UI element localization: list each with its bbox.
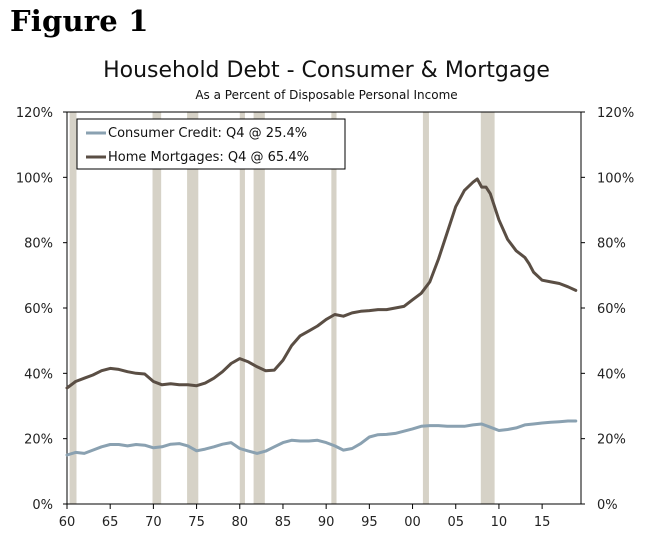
y-tick-label-right: 120% xyxy=(597,106,634,121)
x-tick-label: 00 xyxy=(404,515,421,530)
legend-label-consumer: Consumer Credit: Q4 @ 25.4% xyxy=(108,126,307,141)
chart-subtitle: As a Percent of Disposable Personal Inco… xyxy=(195,88,458,102)
legend: Consumer Credit: Q4 @ 25.4% Home Mortgag… xyxy=(76,118,346,170)
y-tick-label-left: 120% xyxy=(16,106,53,121)
x-tick-label: 10 xyxy=(491,515,508,530)
y-tick-label-right: 80% xyxy=(597,237,626,252)
axis-ticks: 0% 0% 20% 20% 40% 40% 60% 60% 80% 80% 100% 100% 120%… xyxy=(16,106,634,530)
x-tick-label: 05 xyxy=(447,515,464,530)
x-tick-label: 15 xyxy=(534,515,551,530)
y-tick-label-right: 40% xyxy=(597,367,626,382)
recession-band-5 xyxy=(331,112,337,504)
recession-band-6 xyxy=(422,112,429,504)
recession-bands xyxy=(69,112,495,504)
y-tick-label-left: 80% xyxy=(24,237,53,252)
y-tick-label-left: 40% xyxy=(24,367,53,382)
legend-box xyxy=(76,118,346,170)
y-tick-label-right: 20% xyxy=(597,433,626,448)
y-tick-label-right: 0% xyxy=(597,498,618,513)
recession-band-7 xyxy=(480,112,495,504)
y-tick-label-left: 60% xyxy=(24,302,53,317)
y-tick-label-left: 100% xyxy=(16,171,53,186)
x-tick-label: 95 xyxy=(361,515,378,530)
x-tick-label: 90 xyxy=(318,515,335,530)
series-line-consumer xyxy=(65,419,578,457)
x-tick-label: 65 xyxy=(102,515,119,530)
x-tick-label: 75 xyxy=(188,515,205,530)
recession-band-2 xyxy=(187,112,199,504)
recession-band-0 xyxy=(69,112,77,504)
x-tick-label: 60 xyxy=(59,515,76,530)
recession-band-3 xyxy=(239,112,245,504)
recession-band-1 xyxy=(152,112,162,504)
legend-label-mortgage: Home Mortgages: Q4 @ 65.4% xyxy=(108,150,309,165)
x-tick-label: 80 xyxy=(231,515,248,530)
chart-title: Household Debt - Consumer & Mortgage xyxy=(103,58,550,83)
y-tick-label-right: 100% xyxy=(597,171,634,186)
x-tick-label: 70 xyxy=(145,515,162,530)
recession-band-4 xyxy=(253,112,265,504)
series-lines xyxy=(65,177,578,457)
figure-label: Figure 1 xyxy=(10,4,149,38)
y-tick-label-right: 60% xyxy=(597,302,626,317)
y-tick-label-left: 20% xyxy=(24,433,53,448)
x-tick-label: 85 xyxy=(275,515,292,530)
y-tick-label-left: 0% xyxy=(32,498,53,513)
series-line-mortgage xyxy=(65,177,578,390)
